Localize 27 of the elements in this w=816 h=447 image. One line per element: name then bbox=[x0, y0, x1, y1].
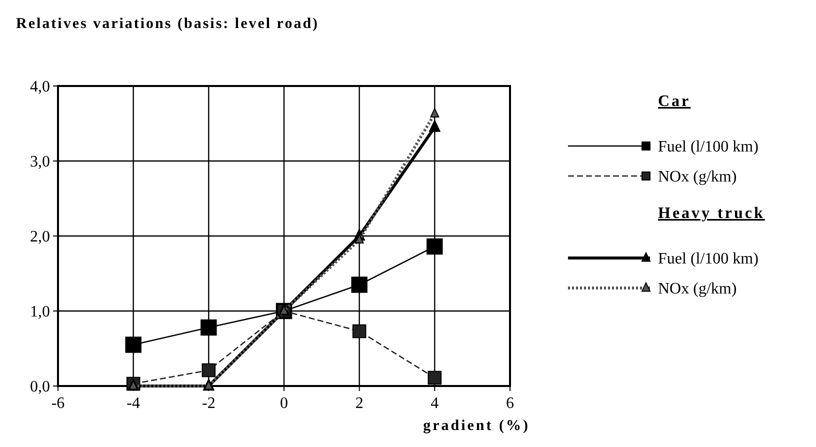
text: Heavy truck bbox=[658, 205, 765, 222]
y-tick-label: 1,0 bbox=[30, 304, 50, 321]
legend-label: Fuel (l/100 km) bbox=[658, 138, 758, 156]
x-tick-label: -6 bbox=[51, 395, 65, 412]
x-axis-title: gradient (%) bbox=[423, 418, 530, 434]
legend-label: NOx (g/km) bbox=[658, 168, 737, 186]
x-tick-label: -2 bbox=[202, 395, 216, 412]
point bbox=[200, 319, 217, 336]
x-tick-label: 6 bbox=[506, 395, 514, 412]
x-tick-label: 4 bbox=[430, 395, 439, 412]
point bbox=[125, 336, 142, 353]
point bbox=[426, 238, 443, 255]
point bbox=[351, 276, 368, 293]
x-tick-label: -4 bbox=[126, 395, 140, 412]
x-tick-label: 2 bbox=[355, 395, 364, 412]
y-tick-label: 2,0 bbox=[30, 228, 50, 246]
x-tick-label: 0 bbox=[280, 395, 288, 412]
point bbox=[428, 370, 442, 385]
chart-title: Relatives variations (basis: level road) bbox=[16, 16, 320, 32]
point bbox=[202, 363, 216, 378]
y-tick-label: 0,0 bbox=[30, 378, 50, 396]
legend-label: Fuel (l/100 km) bbox=[658, 250, 758, 268]
point bbox=[352, 324, 366, 338]
text: Car bbox=[658, 93, 691, 110]
y-tick-label: 3,0 bbox=[30, 154, 50, 171]
y-tick-label: 4,0 bbox=[30, 78, 50, 96]
legend-label: NOx (g/km) bbox=[658, 280, 737, 298]
